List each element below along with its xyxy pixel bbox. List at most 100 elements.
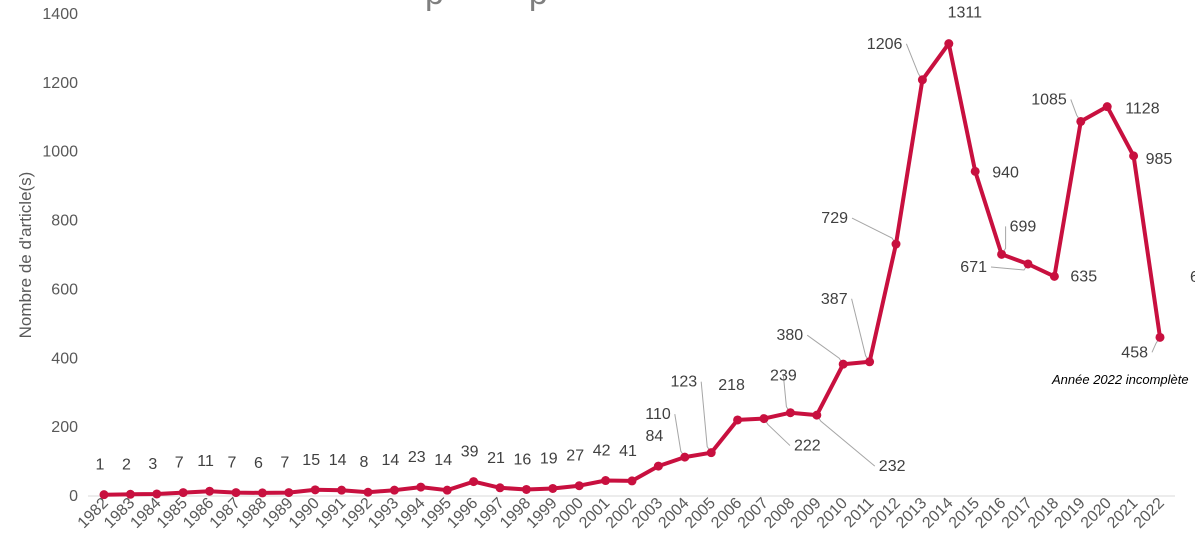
data-point — [1129, 151, 1139, 161]
data-point — [363, 487, 373, 497]
leader-line — [806, 334, 844, 365]
data-point — [310, 485, 320, 495]
data-point — [257, 488, 267, 498]
series-line — [102, 41, 1162, 497]
data-points — [99, 39, 1165, 500]
data-label: 14 — [434, 452, 452, 469]
data-point — [1023, 259, 1033, 269]
data-point — [733, 415, 743, 425]
data-label: 671 — [960, 259, 987, 276]
data-point — [337, 485, 347, 495]
data-point — [1102, 102, 1112, 112]
leader-line — [905, 43, 923, 81]
leader-line — [674, 414, 686, 458]
data-point — [389, 485, 399, 495]
data-label: 123 — [670, 374, 697, 391]
y-tick-label: 800 — [51, 213, 78, 230]
chart-title-fragment: p p — [425, 0, 548, 12]
edge-label-fragment: 6 — [1190, 269, 1195, 286]
data-label: 16 — [514, 451, 532, 468]
data-label: 1311 — [948, 5, 983, 22]
data-point — [785, 408, 795, 418]
y-tick-label: 1200 — [42, 75, 78, 92]
data-label: 7 — [228, 455, 237, 472]
data-point — [205, 486, 215, 496]
data-label: 1085 — [1031, 91, 1067, 108]
data-point — [627, 476, 637, 486]
data-label: 39 — [461, 444, 479, 461]
data-point — [838, 359, 848, 369]
data-label: 729 — [821, 210, 848, 227]
data-point — [653, 461, 663, 471]
data-point — [284, 488, 294, 498]
data-point — [574, 481, 584, 491]
data-point — [152, 489, 162, 499]
x-tick-label: 2022 — [1131, 495, 1168, 532]
data-point — [231, 488, 241, 498]
leader-line — [990, 263, 1029, 271]
data-point — [865, 357, 875, 367]
data-label: 41 — [619, 443, 637, 460]
data-point — [1155, 332, 1165, 342]
data-label: 11 — [197, 453, 214, 470]
leader-line — [700, 381, 712, 453]
data-point — [125, 489, 135, 499]
data-point — [812, 410, 822, 420]
data-point — [416, 482, 426, 492]
data-point — [706, 448, 716, 458]
y-tick-label: 200 — [51, 419, 78, 436]
data-label: 1128 — [1125, 101, 1160, 118]
data-label: 380 — [776, 327, 803, 344]
data-point — [99, 490, 109, 500]
y-tick-label: 1000 — [42, 144, 78, 161]
x-axis-ticks: 1982198319841985198619871988198919901991… — [75, 495, 1168, 532]
data-label: 940 — [992, 164, 1019, 181]
y-axis-label: Nombre de d'article(s) — [16, 172, 35, 339]
leader-line — [763, 418, 791, 446]
data-point — [521, 484, 531, 494]
data-label: 699 — [1010, 218, 1037, 235]
data-point — [759, 414, 769, 424]
data-label: 15 — [302, 452, 320, 469]
data-label: 218 — [718, 377, 745, 394]
data-point — [891, 239, 901, 249]
data-label: 21 — [487, 450, 505, 467]
data-point — [548, 483, 558, 493]
data-label: 1 — [96, 457, 105, 474]
data-label: 232 — [879, 458, 906, 475]
data-label: 110 — [645, 406, 671, 423]
y-tick-label: 1400 — [42, 6, 78, 23]
y-tick-label: 600 — [51, 281, 78, 298]
data-point — [917, 75, 927, 85]
data-point — [1076, 116, 1086, 126]
data-label: 84 — [646, 428, 664, 445]
data-point — [970, 166, 980, 176]
data-point — [944, 39, 954, 49]
data-point — [997, 249, 1007, 259]
leader-line — [816, 414, 876, 467]
data-point — [680, 452, 690, 462]
data-label: 23 — [408, 449, 426, 466]
data-label: 14 — [329, 452, 347, 469]
y-tick-label: 0 — [69, 488, 78, 505]
data-label: 8 — [360, 454, 369, 471]
data-label: 2 — [122, 456, 131, 473]
data-point — [178, 488, 188, 498]
leader-line — [851, 217, 897, 245]
y-axis-ticks: 0 200 400 600 800 1000 1200 1400 — [42, 6, 78, 505]
data-label: 7 — [175, 455, 184, 472]
data-label: 635 — [1070, 268, 1097, 285]
data-label: 1206 — [867, 36, 903, 53]
data-label: 222 — [794, 438, 821, 455]
data-label: 458 — [1121, 344, 1148, 361]
annotation-incomplete-year: Année 2022 incomplète — [1051, 372, 1189, 387]
data-point — [469, 477, 479, 487]
data-label: 985 — [1146, 151, 1173, 168]
data-label: 19 — [540, 450, 558, 467]
data-point — [1049, 271, 1059, 281]
data-point — [495, 483, 505, 493]
data-label: 42 — [593, 443, 611, 460]
data-label: 387 — [821, 291, 848, 308]
